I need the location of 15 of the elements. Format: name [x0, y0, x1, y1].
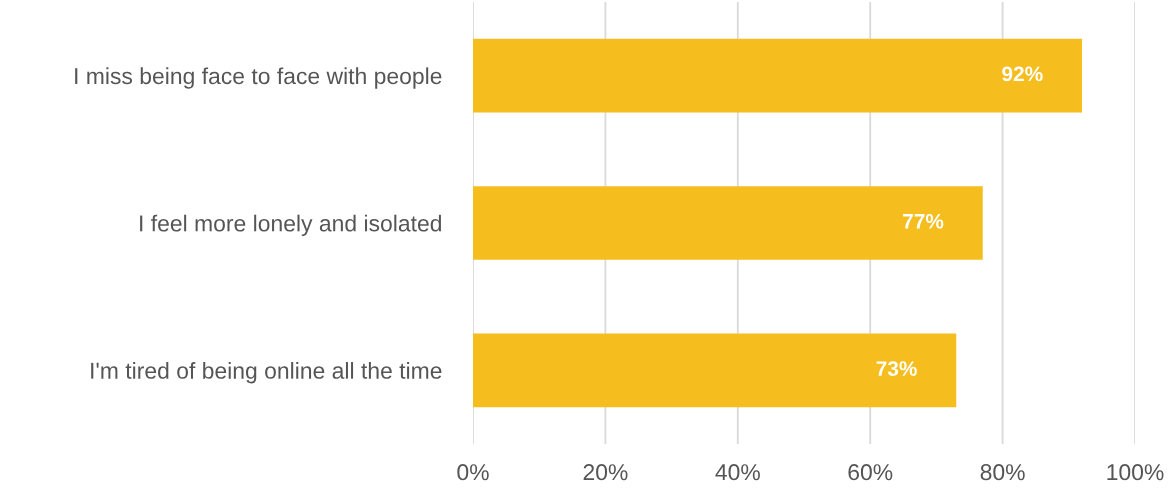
x-tick-label: 0%	[457, 464, 489, 481]
y-tick-label: I miss being face to face with people	[75, 67, 442, 89]
bar	[473, 38, 1083, 113]
x-tick-label: 60%	[848, 464, 893, 481]
y-tick-label: I'm tired of being online all the time	[91, 362, 442, 384]
data-label: 92%	[1002, 66, 1043, 82]
x-tick-label: 40%	[715, 464, 760, 481]
x-tick-label: 100%	[1107, 464, 1164, 481]
data-label: 73%	[876, 361, 917, 376]
x-tick-label: 80%	[980, 464, 1025, 481]
data-label: 77%	[903, 213, 944, 229]
bar	[473, 186, 983, 260]
x-tick-label: 20%	[583, 464, 628, 481]
y-tick-label: I feel more lonely and isolated	[140, 214, 441, 237]
bar	[473, 333, 957, 408]
